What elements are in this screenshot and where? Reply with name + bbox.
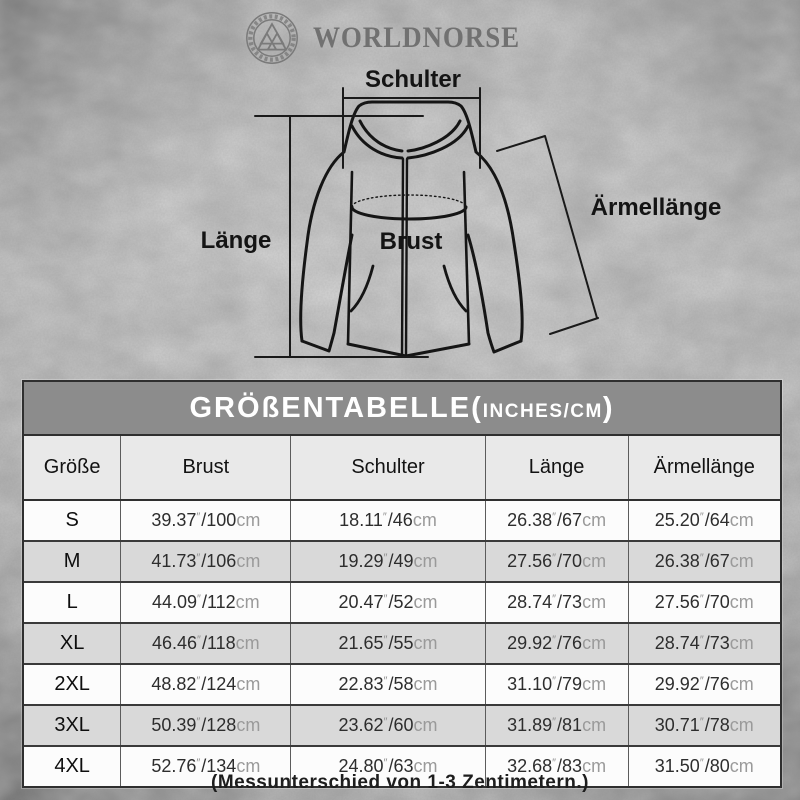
column-header-size: Größe — [24, 436, 122, 501]
shoulder-measure-line — [342, 87, 481, 169]
collar-curves — [350, 119, 470, 160]
sleeve-measure-line — [496, 135, 599, 335]
size-cell: L — [24, 582, 122, 624]
measurement-cell: 26.38″/67cm — [485, 500, 629, 542]
measurement-cell: 29.92″/76cm — [485, 623, 629, 665]
chest-ellipse-dashed — [351, 194, 467, 208]
measurement-cell: 27.56″/70cm — [628, 582, 780, 624]
size-cell: S — [24, 500, 122, 542]
measurement-cell: 20.47″/52cm — [290, 582, 486, 624]
measurement-cell: 46.46″/118cm — [120, 623, 292, 665]
title-unit: INCHES/CM — [482, 401, 603, 422]
brand-header: WORLDNORSE — [0, 9, 794, 67]
measurement-cell: 30.71″/78cm — [628, 705, 780, 747]
measurement-cell: 23.62″/60cm — [290, 705, 486, 747]
size-row-s: S 39.37″/100cm 18.11″/46cm 26.38″/67cm 25.20… — [24, 500, 780, 542]
label-chest: Brust — [379, 228, 443, 255]
measurement-cell: 28.74″/73cm — [628, 623, 780, 665]
measurement-cell: 31.10″/79cm — [485, 664, 629, 706]
measurement-cell: 22.83″/58cm — [290, 664, 486, 706]
length-measure-line — [254, 115, 429, 358]
measurement-cell: 39.37″/100cm — [120, 500, 292, 542]
chest-ellipse-solid — [350, 205, 468, 221]
size-cell: 3XL — [24, 705, 122, 747]
valknut-logo-icon — [246, 12, 299, 64]
hem — [346, 342, 471, 358]
measurement-cell: 19.29″/49cm — [290, 541, 486, 583]
size-cell: 4XL — [24, 746, 122, 786]
jacket-outline — [299, 100, 524, 343]
pockets — [349, 264, 468, 313]
size-row-xl: XL 46.46″/118cm 21.65″/55cm 29.92″/76cm 28.7… — [24, 623, 780, 665]
title-main: GRÖßENTABELLE( — [189, 392, 483, 424]
label-length: Länge — [200, 227, 272, 254]
title-close: ) — [602, 392, 615, 424]
measurement-disclaimer: (Messunterschied von 1-3 Zentimetern.) — [211, 772, 589, 793]
size-cell: XL — [24, 623, 122, 665]
size-row-l: L 44.09″/112cm 20.47″/52cm 28.74″/73cm 27.56… — [24, 582, 780, 624]
size-table: GRÖßENTABELLE(INCHES/CM) Größe Brust Sch… — [22, 380, 782, 788]
column-header-shoulder: Schulter — [290, 436, 486, 501]
right-cuff — [466, 233, 523, 354]
size-row-3xl: 3XL 50.39″/128cm 23.62″/60cm 31.89″/81cm 30.… — [24, 705, 780, 747]
size-row-m: M 41.73″/106cm 19.29″/49cm 27.56″/70cm 26.38… — [24, 541, 780, 583]
header-row: Größe Brust Schulter Länge Ärmellänge — [24, 436, 780, 501]
size-row-4xl: 4XL 52.76″/134cm 24.80″/63cm 32.68″/83cm 31.… — [24, 746, 780, 786]
label-sleeve: Ärmellänge — [590, 194, 722, 221]
column-header-sleeve: Ärmellänge — [628, 436, 780, 501]
size-table-title: GRÖßENTABELLE(INCHES/CM) — [24, 382, 780, 436]
measurement-cell: 27.56″/70cm — [485, 541, 629, 583]
measurement-cell: 32.68″/83cm — [485, 746, 629, 786]
measurement-cell: 52.76″/134cm — [120, 746, 292, 786]
column-header-chest: Brust — [120, 436, 292, 501]
label-shoulder: Schulter — [364, 66, 462, 93]
measurement-cell: 26.38″/67cm — [628, 541, 780, 583]
measurement-cell: 44.09″/112cm — [120, 582, 292, 624]
measurement-cell: 25.20″/64cm — [628, 500, 780, 542]
measurement-cell: 18.11″/46cm — [290, 500, 486, 542]
measurement-cell: 29.92″/76cm — [628, 664, 780, 706]
chest-seams — [346, 170, 471, 346]
column-header-length: Länge — [485, 436, 629, 501]
size-cell: 2XL — [24, 664, 122, 706]
measurement-cell: 31.89″/81cm — [485, 705, 629, 747]
measurement-cell: 24.80″/63cm — [290, 746, 486, 786]
zipper — [400, 157, 409, 358]
measurement-cell: 21.65″/55cm — [290, 623, 486, 665]
left-cuff — [300, 233, 354, 353]
size-row-2xl: 2XL 48.82″/124cm 22.83″/58cm 31.10″/79cm 29.… — [24, 664, 780, 706]
measurement-cell: 50.39″/128cm — [120, 705, 292, 747]
measurement-cell: 48.82″/124cm — [120, 664, 292, 706]
size-cell: M — [24, 541, 122, 583]
measurement-cell: 41.73″/106cm — [120, 541, 292, 583]
measurement-cell: 28.74″/73cm — [485, 582, 629, 624]
brand-name: WORLDNORSE — [313, 21, 521, 54]
measurement-cell: 31.50″/80cm — [628, 746, 780, 786]
